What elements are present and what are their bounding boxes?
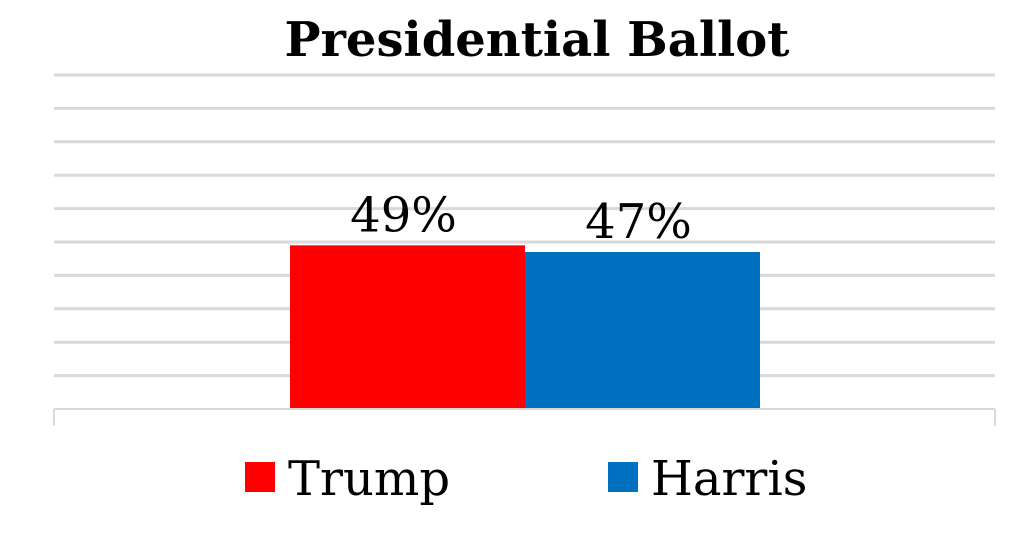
legend: Trump Harris — [245, 451, 807, 507]
legend-label-trump: Trump — [288, 451, 450, 507]
data-label-trump: 49% — [350, 187, 457, 243]
bar-harris — [525, 252, 760, 409]
bars — [290, 245, 760, 409]
data-labels: 49% 47% — [350, 187, 692, 250]
legend-swatch-harris — [608, 462, 638, 492]
chart-title: Presidential Ballot — [285, 12, 790, 68]
data-label-harris: 47% — [585, 194, 692, 250]
x-axis — [53, 408, 996, 426]
legend-swatch-trump — [245, 462, 275, 492]
legend-label-harris: Harris — [651, 451, 807, 507]
bar-trump — [290, 245, 525, 409]
